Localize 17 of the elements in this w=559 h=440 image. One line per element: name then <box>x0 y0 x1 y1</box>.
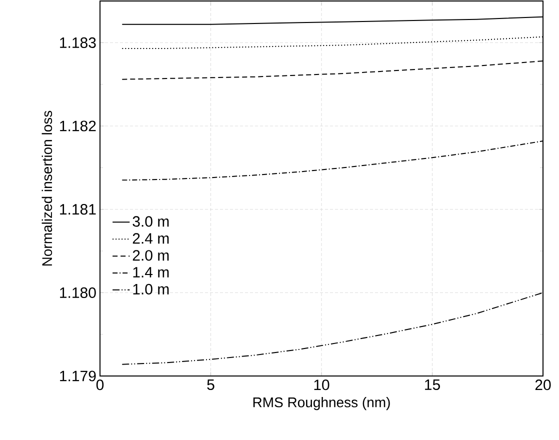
y-axis-title: Normalized insertion loss <box>42 110 52 266</box>
x-tick-label: 15 <box>425 380 440 390</box>
y-tick-label: 1.179 <box>60 370 96 382</box>
y-tick-label: 1.181 <box>60 204 96 215</box>
legend-label: 2.4 m <box>132 233 169 244</box>
legend-label: 1.0 m <box>133 284 169 294</box>
legend-label: 1.4 m <box>133 267 169 278</box>
y-tick-label: 1.180 <box>60 287 96 298</box>
x-tick-label: 0 <box>96 380 104 390</box>
x-tick-label: 5 <box>207 380 214 390</box>
x-tick-label: 20 <box>535 380 551 390</box>
y-tick-label: 1.182 <box>60 120 96 132</box>
legend-label: 3.0 m <box>132 216 169 227</box>
x-tick-label: 10 <box>314 380 330 390</box>
y-tick-label: 1.183 <box>60 37 96 48</box>
x-axis-title: RMS Roughness (nm) <box>253 397 390 410</box>
legend-label: 2.0 m <box>132 250 169 261</box>
